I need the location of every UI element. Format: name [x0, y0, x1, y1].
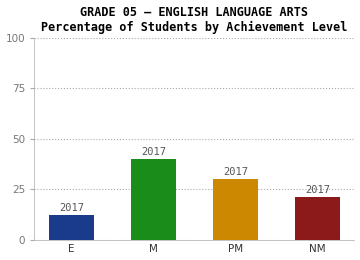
Text: 2017: 2017: [223, 167, 248, 177]
Text: 2017: 2017: [305, 185, 330, 195]
Text: 2017: 2017: [141, 147, 166, 157]
Title: GRADE 05 – ENGLISH LANGUAGE ARTS
Percentage of Students by Achievement Level: GRADE 05 – ENGLISH LANGUAGE ARTS Percent…: [41, 5, 347, 34]
Text: 2017: 2017: [59, 203, 84, 213]
Bar: [49, 215, 94, 239]
Bar: [295, 197, 340, 239]
Bar: [131, 159, 176, 239]
Bar: [213, 179, 258, 239]
